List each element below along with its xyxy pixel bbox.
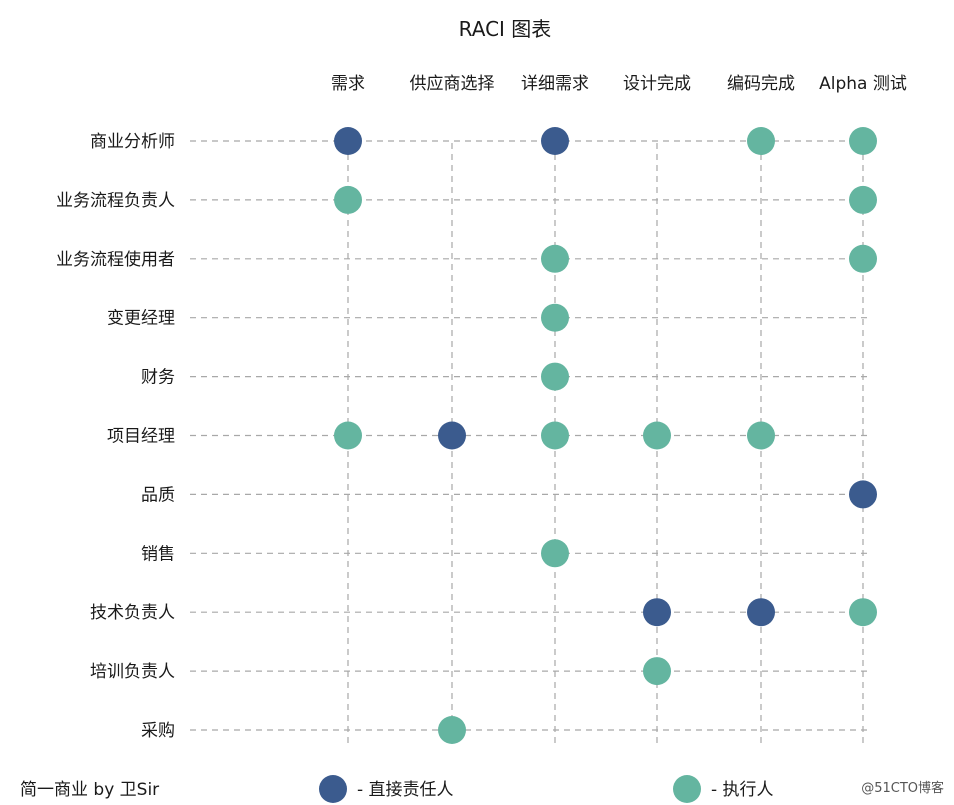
column-label: 编码完成 xyxy=(727,74,795,94)
row-labels: 商业分析师业务流程负责人业务流程使用者变更经理财务项目经理品质销售技术负责人培训… xyxy=(56,132,175,741)
executor-dot xyxy=(849,127,877,155)
row-label: 业务流程使用者 xyxy=(56,249,175,270)
footer-credit: 简一商业 by 卫Sir xyxy=(20,780,159,800)
column-label: 设计完成 xyxy=(623,74,691,94)
responsible-dot xyxy=(334,127,362,155)
legend-label: - 执行人 xyxy=(711,780,774,800)
executor-dot xyxy=(438,716,466,744)
executor-dot xyxy=(541,539,569,568)
responsible-dot xyxy=(643,598,671,627)
row-label: 销售 xyxy=(141,544,175,564)
column-label: 详细需求 xyxy=(521,74,589,94)
executor-dot xyxy=(747,421,775,450)
row-label: 品质 xyxy=(141,485,175,505)
executor-dot xyxy=(541,421,569,450)
executor-dot xyxy=(541,244,569,273)
responsible-dot xyxy=(849,480,877,509)
executor-dot xyxy=(849,244,877,273)
column-labels: 需求 供应商选择 详细需求 设计完成 编码完成 Alpha 测试 xyxy=(331,74,907,94)
executor-dot xyxy=(643,421,671,450)
row-label: 业务流程负责人 xyxy=(56,191,175,211)
legend: - 直接责任人 - 执行人 xyxy=(319,775,774,803)
executor-dot xyxy=(643,657,671,686)
responsible-dot xyxy=(747,598,775,627)
watermark: @51CTO博客 xyxy=(861,780,944,796)
column-label: 供应商选择 xyxy=(410,74,495,94)
legend-swatch xyxy=(673,775,701,803)
row-label: 技术负责人 xyxy=(90,603,175,623)
row-label: 项目经理 xyxy=(107,427,175,447)
responsible-dot xyxy=(438,421,466,450)
row-label: 财务 xyxy=(141,368,175,388)
row-label: 培训负责人 xyxy=(90,662,175,682)
executor-dot xyxy=(541,303,569,332)
responsible-dot xyxy=(541,127,569,155)
executor-dot xyxy=(541,362,569,391)
executor-dot xyxy=(334,421,362,450)
legend-swatch xyxy=(319,775,347,803)
row-label: 变更经理 xyxy=(107,309,175,329)
executor-dot xyxy=(849,185,877,214)
assignment-marks xyxy=(334,127,877,744)
row-label: 采购 xyxy=(141,721,175,741)
executor-dot xyxy=(334,185,362,214)
column-label: Alpha 测试 xyxy=(819,74,907,94)
executor-dot xyxy=(747,127,775,155)
legend-label: - 直接责任人 xyxy=(357,780,454,800)
row-label: 商业分析师 xyxy=(90,132,175,152)
chart-title: RACI 图表 xyxy=(459,17,552,41)
column-label: 需求 xyxy=(331,74,365,94)
executor-dot xyxy=(849,598,877,627)
